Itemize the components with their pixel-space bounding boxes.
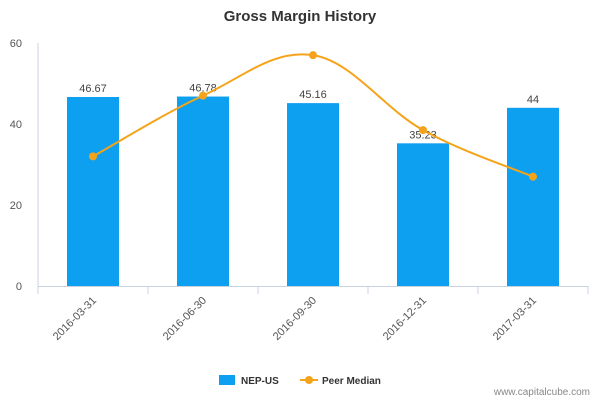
bar-data-label: 35.23 [409,129,437,141]
y-tick-label: 60 [10,38,22,50]
bar-nep-us [507,107,559,286]
bar-data-label: 45.16 [299,89,327,101]
bar-nep-us [397,143,449,286]
legend-peer-median-marker [305,376,313,384]
legend-peer-median-label: Peer Median [322,376,381,387]
source-credit: www.capitalcube.com [493,387,590,398]
x-tick-label: 2016-12-31 [381,295,429,343]
bars-series [67,96,559,287]
y-tick-label: 0 [16,281,22,293]
x-tick-label: 2016-09-30 [271,295,319,343]
legend-nep-us-swatch [219,375,235,385]
bar-nep-us [287,103,339,287]
x-tick-label: 2017-03-31 [491,295,539,343]
peer-median-point [529,172,537,181]
peer-median-point [419,126,427,135]
x-tick-label: 2016-03-31 [51,295,99,343]
bar-nep-us [177,96,229,286]
bar-nep-us [67,96,119,286]
bar-data-label: 44 [527,94,539,106]
chart-title: Gross Margin History [224,8,377,25]
peer-median-point [309,51,317,60]
peer-median-point [199,91,207,100]
bar-data-label: 46.67 [79,83,107,95]
y-tick-label: 40 [10,119,22,131]
peer-median-series [89,51,537,181]
legend: NEP-US Peer Median [219,375,381,387]
y-tick-label: 20 [10,200,22,212]
legend-nep-us-label: NEP-US [241,376,279,387]
peer-median-point [89,152,97,161]
x-tick-label: 2016-06-30 [161,295,209,343]
